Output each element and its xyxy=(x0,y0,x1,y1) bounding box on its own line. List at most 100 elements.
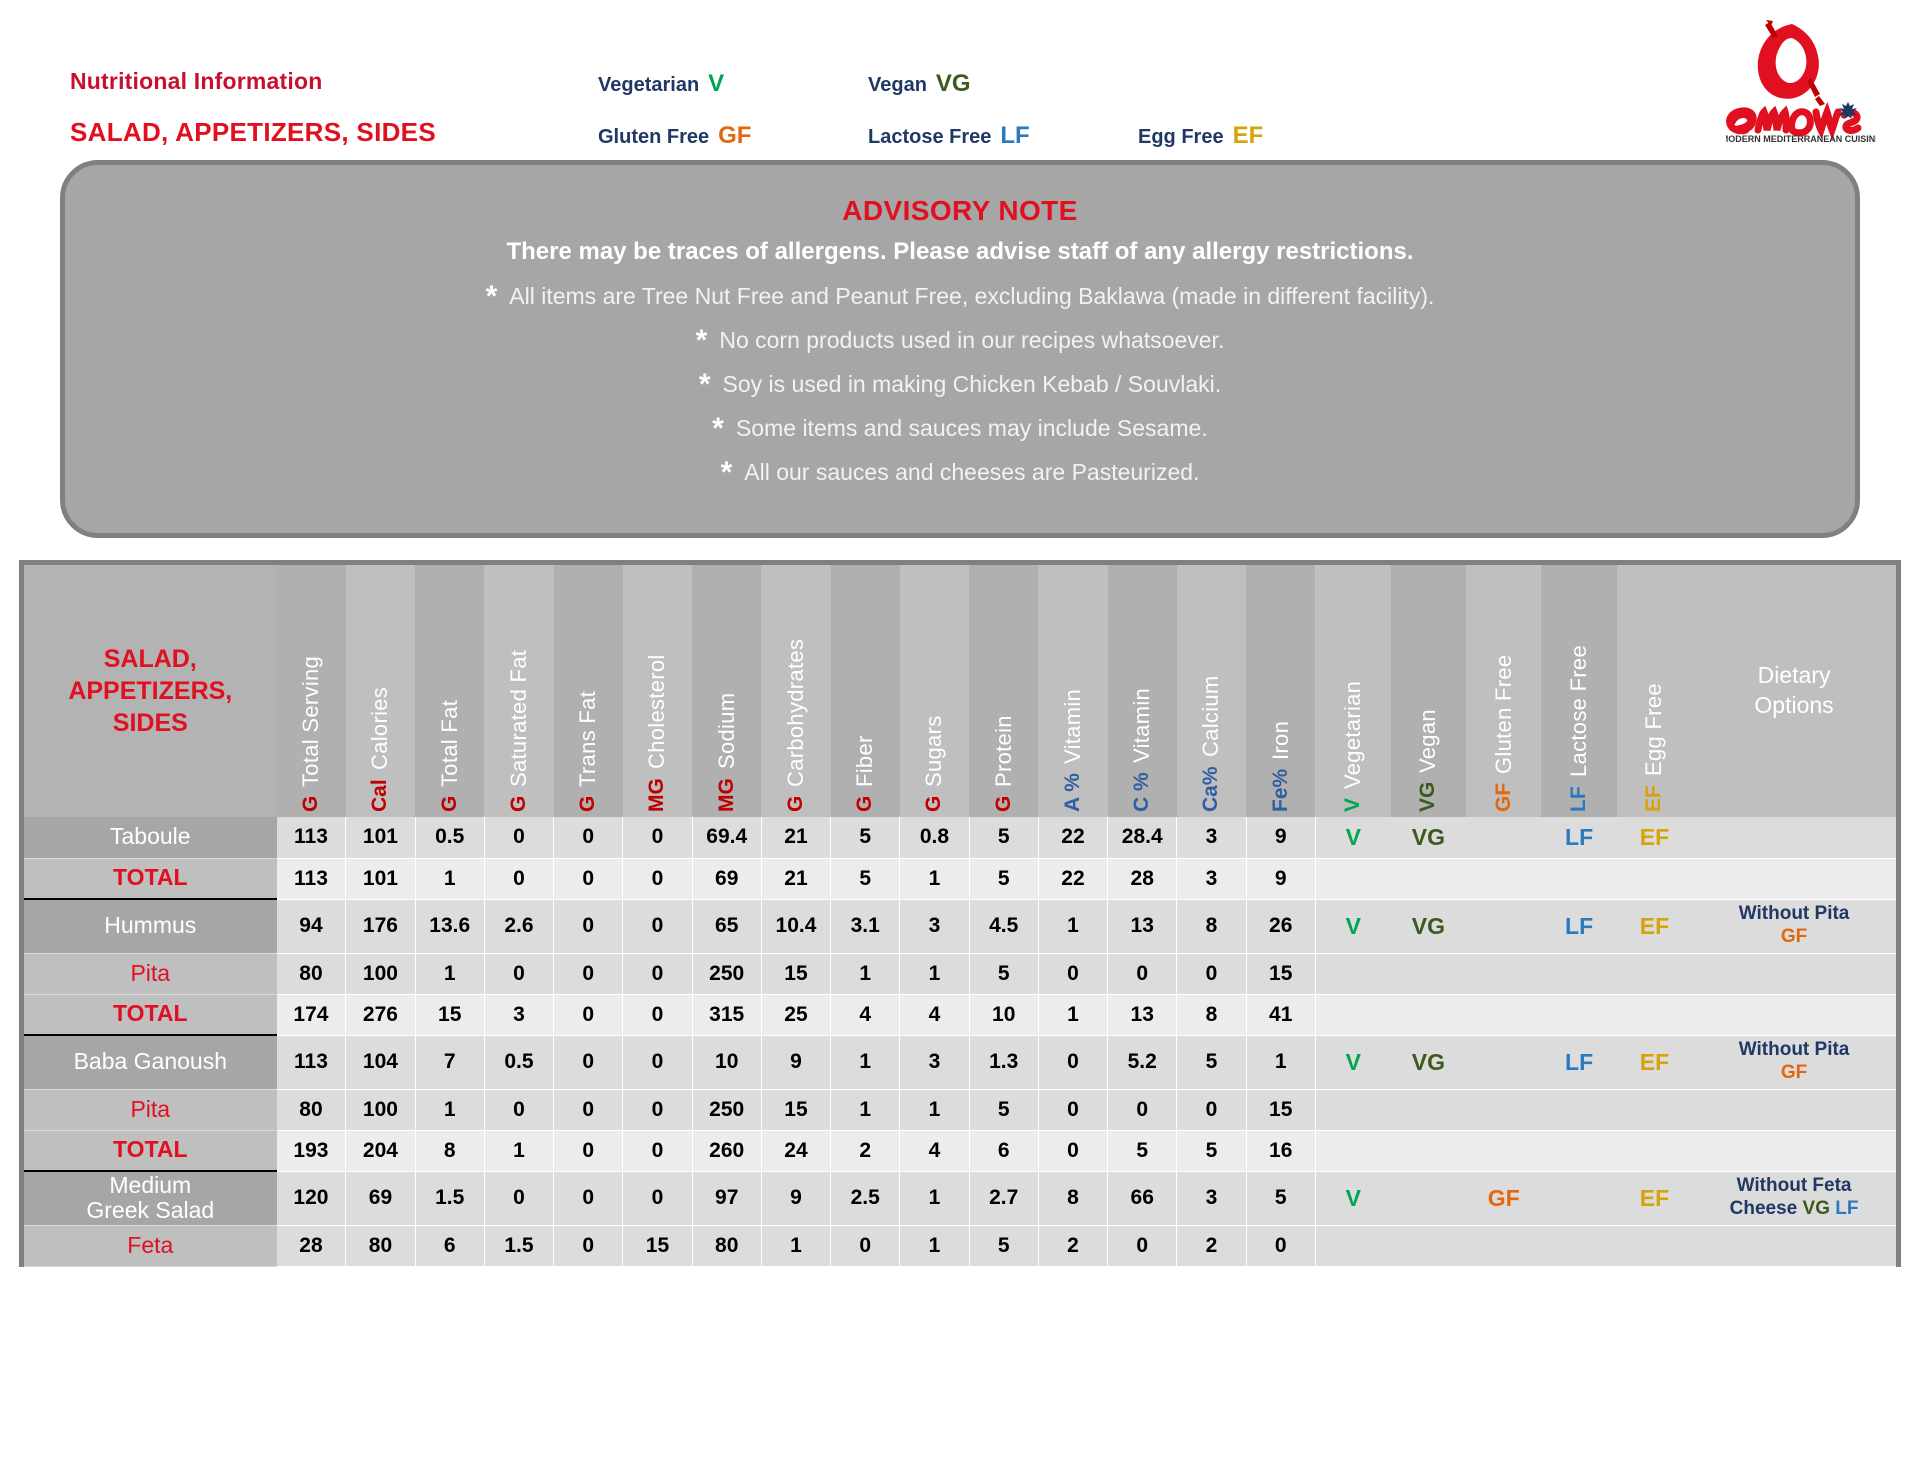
column-label: Total Serving xyxy=(298,655,324,787)
dietary-option-line: Cheese VG LF xyxy=(1729,1198,1859,1219)
cell-3: 0.5 xyxy=(484,1035,555,1090)
cell-4: 0 xyxy=(553,1089,624,1131)
diet-cell-gluten-free xyxy=(1466,817,1542,859)
cell-12: 0 xyxy=(1107,953,1178,995)
diet-cell-lactose-free xyxy=(1541,858,1617,900)
dietary-option-line: GF xyxy=(1780,1062,1808,1083)
cell-11: 0 xyxy=(1038,1035,1109,1090)
column-unit: C % xyxy=(1130,772,1154,812)
cell-14: 5 xyxy=(1246,1171,1316,1226)
column-label: Lactose Free xyxy=(1566,645,1592,778)
column-label: Vegetarian xyxy=(1340,680,1365,789)
cell-3: 2.6 xyxy=(484,899,555,954)
column-unit: G xyxy=(506,795,530,812)
column-label: Carbohydrates xyxy=(782,638,808,787)
column-header-gluten-free-gf[interactable]: GF Gluten Free xyxy=(1466,565,1542,817)
cell-2: 7 xyxy=(415,1035,485,1090)
advisory-bullet: * No corn products used in our recipes wh… xyxy=(65,324,1855,357)
column-unit: LF xyxy=(1567,786,1591,812)
table-row[interactable]: TOTAL 113 101 1 0 0 0 69 21 5 1 5 22 28 3 9 xyxy=(24,858,1896,900)
diet-cell-vegetarian xyxy=(1315,1225,1391,1267)
column-header-protein-g[interactable]: G Protein xyxy=(969,565,1039,817)
table-row[interactable]: Pita 80 100 1 0 0 0 250 15 1 1 5 0 0 0 15 xyxy=(24,1089,1896,1131)
cell-14: 41 xyxy=(1246,994,1316,1036)
column-header-calories-cal[interactable]: Cal Calories xyxy=(345,565,416,817)
cell-4: 0 xyxy=(553,817,624,859)
table-row[interactable]: Baba Ganoush 113 104 7 0.5 0 0 10 9 1 3 1.3 0 5.2 5 1 V V… xyxy=(24,1035,1896,1090)
cell-9: 3 xyxy=(899,1035,970,1090)
cell-8: 5 xyxy=(830,817,901,859)
v-icon: V xyxy=(1345,912,1361,939)
cell-10: 5 xyxy=(969,1225,1039,1267)
cell-7: 25 xyxy=(761,994,832,1036)
table-row[interactable]: Pita 80 100 1 0 0 0 250 15 1 1 5 0 0 0 15 xyxy=(24,953,1896,995)
column-label: Sugars xyxy=(921,715,947,787)
table-row[interactable]: Taboule 113 101 0.5 0 0 0 69.4 21 5 0.8 5 22 28.4 3 9 V V… xyxy=(24,817,1896,859)
ef-icon: EF xyxy=(1639,1048,1670,1075)
cell-13: 0 xyxy=(1176,953,1247,995)
legend-item-vegetarian: Vegetarian V xyxy=(598,70,868,98)
column-header-vitamin-a[interactable]: A % Vitamin xyxy=(1038,565,1108,817)
cell-5: 0 xyxy=(622,1089,693,1131)
legend-row-2: Gluten Free GF Lactose Free LF Egg Free … xyxy=(598,122,1338,174)
cell-12: 28.4 xyxy=(1107,817,1178,859)
vegan-icon: VG xyxy=(935,70,971,97)
cell-10: 5 xyxy=(969,858,1039,900)
column-header-total-serving-g[interactable]: G Total Serving xyxy=(276,565,346,817)
cell-10: 10 xyxy=(969,994,1039,1036)
cell-14: 15 xyxy=(1246,1089,1316,1131)
table-row[interactable]: Feta 28 80 6 1.5 0 15 80 1 0 1 5 2 0 2 0 xyxy=(24,1225,1896,1267)
cell-3: 3 xyxy=(484,994,555,1036)
row-label: Pita xyxy=(24,1089,277,1131)
table-row[interactable]: TOTAL 174 276 15 3 0 0 315 25 4 4 10 1 13 8 41 xyxy=(24,994,1896,1036)
cell-7: 21 xyxy=(761,858,832,900)
cell-6: 69.4 xyxy=(692,817,762,859)
cell-14: 9 xyxy=(1246,858,1316,900)
dietary-options-cell: Without Feta Cheese VG LF xyxy=(1692,1171,1896,1226)
column-header-sugars-g[interactable]: G Sugars xyxy=(899,565,970,817)
diet-cell-vegan xyxy=(1390,1225,1467,1267)
column-header-saturated-fat-g[interactable]: G Saturated Fat xyxy=(484,565,554,817)
cell-7: 15 xyxy=(761,1089,832,1131)
cell-13: 5 xyxy=(1176,1035,1247,1090)
column-header-cholesterol-mg[interactable]: MG Cholesterol xyxy=(622,565,693,817)
column-header-iron-fe[interactable]: Fe% Iron xyxy=(1246,565,1316,817)
column-header-vegan-vg[interactable]: VG Vegan xyxy=(1390,565,1467,817)
diet-cell-vegetarian xyxy=(1315,1130,1391,1172)
legend-item-egg-free: Egg Free EF xyxy=(1138,122,1338,150)
row-label: Hummus xyxy=(24,899,277,954)
legend-item-gluten-free: Gluten Free GF xyxy=(598,122,868,150)
column-header-trans-fat-g[interactable]: G Trans Fat xyxy=(553,565,623,817)
cell-9: 4 xyxy=(899,994,970,1036)
column-header-carbohydrates-g[interactable]: G Carbohydrates xyxy=(761,565,831,817)
cell-13: 2 xyxy=(1176,1225,1247,1267)
cell-8: 2.5 xyxy=(830,1171,901,1226)
diet-cell-gluten-free xyxy=(1466,953,1542,995)
column-header-vegetarian-v[interactable]: V Vegetarian xyxy=(1315,565,1391,817)
table-row[interactable]: TOTAL 193 204 8 1 0 0 260 24 2 4 6 0 5 5 16 xyxy=(24,1130,1896,1172)
page-header: Nutritional Information SALAD, APPETIZER… xyxy=(0,0,1920,160)
column-header-fiber-g[interactable]: G Fiber xyxy=(830,565,900,817)
asterisk-icon: * xyxy=(695,324,708,357)
cell-11: 1 xyxy=(1038,994,1109,1036)
diet-cell-vegan xyxy=(1390,953,1467,995)
column-header-total-fat-g[interactable]: G Total Fat xyxy=(415,565,485,817)
table-row[interactable]: Hummus 94 176 13.6 2.6 0 0 65 10.4 3.1 3 4.5 1 13 8 26 V… xyxy=(24,899,1896,954)
legend-item-vegan: Vegan VG xyxy=(868,70,1138,98)
cell-10: 1.3 xyxy=(969,1035,1039,1090)
cell-0: 113 xyxy=(276,858,347,900)
cell-0: 28 xyxy=(276,1225,347,1267)
cell-13: 8 xyxy=(1176,899,1247,954)
cell-2: 1 xyxy=(415,953,485,995)
table-row[interactable]: Medium Greek Salad 120 69 1.5 0 0 0 97 9 2.5 1 2.7 8 6… xyxy=(24,1171,1896,1226)
lf-icon: LF xyxy=(1565,823,1594,850)
column-header-vitamin-c[interactable]: C % Vitamin xyxy=(1107,565,1177,817)
table-header: SALAD, APPETIZERS, SIDES G Total Serving C… xyxy=(24,565,1896,817)
dietary-option-line: GF xyxy=(1780,926,1808,947)
column-header-egg-free-ef[interactable]: EF Egg Free xyxy=(1616,565,1693,817)
column-header-lactose-free-lf[interactable]: LF Lactose Free xyxy=(1541,565,1617,817)
column-unit: MG xyxy=(645,778,669,812)
column-header-calcium-ca[interactable]: Ca% Calcium xyxy=(1176,565,1247,817)
column-header-sodium-mg[interactable]: MG Sodium xyxy=(692,565,762,817)
column-label: Vegan xyxy=(1415,708,1441,773)
